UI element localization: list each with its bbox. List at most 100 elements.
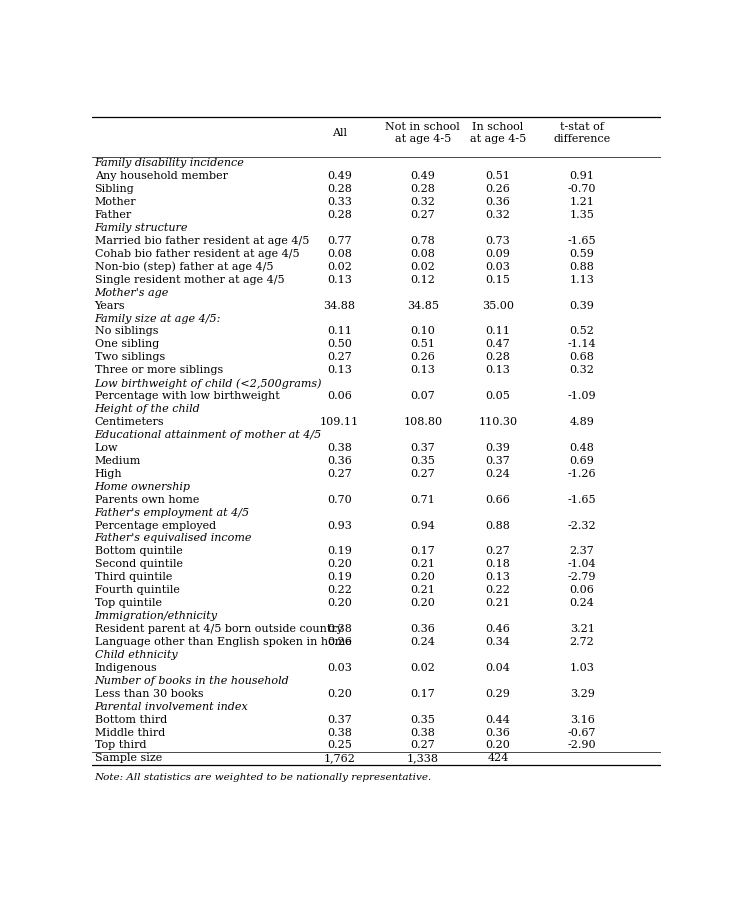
Text: Cohab bio father resident at age 4/5: Cohab bio father resident at age 4/5 [95,249,299,259]
Text: 0.47: 0.47 [485,339,510,349]
Text: 0.03: 0.03 [327,663,352,673]
Text: 0.51: 0.51 [485,171,510,181]
Text: 0.08: 0.08 [327,249,352,259]
Text: 0.28: 0.28 [485,353,510,363]
Text: 108.80: 108.80 [403,417,443,427]
Text: Low: Low [95,443,118,453]
Text: 0.36: 0.36 [485,198,510,207]
Text: 0.26: 0.26 [485,184,510,194]
Text: All: All [332,128,346,138]
Text: 3.16: 3.16 [570,714,595,724]
Text: 0.49: 0.49 [410,171,435,181]
Text: 0.20: 0.20 [485,741,510,750]
Text: 3.29: 3.29 [570,689,595,699]
Text: 0.52: 0.52 [570,327,595,336]
Text: 1.35: 1.35 [570,210,595,220]
Text: 0.33: 0.33 [327,198,352,207]
Text: 0.77: 0.77 [327,236,352,246]
Text: Fourth quintile: Fourth quintile [95,585,180,595]
Text: 0.37: 0.37 [410,443,435,453]
Text: 0.19: 0.19 [327,572,352,583]
Text: -1.14: -1.14 [568,339,597,349]
Text: 0.05: 0.05 [485,391,510,401]
Text: Family disability incidence: Family disability incidence [95,159,244,169]
Text: 1.03: 1.03 [570,663,595,673]
Text: Number of books in the household: Number of books in the household [95,676,289,686]
Text: Any household member: Any household member [95,171,228,181]
Text: One sibling: One sibling [95,339,159,349]
Text: 0.21: 0.21 [410,585,435,595]
Text: t-stat of
difference: t-stat of difference [553,123,611,144]
Text: -0.70: -0.70 [568,184,596,194]
Text: 0.35: 0.35 [410,714,435,724]
Text: 0.88: 0.88 [570,262,595,272]
Text: 0.29: 0.29 [485,689,510,699]
Text: 34.85: 34.85 [407,300,439,310]
Text: 0.06: 0.06 [570,585,595,595]
Text: 0.17: 0.17 [410,689,435,699]
Text: 0.07: 0.07 [410,391,435,401]
Text: 2.37: 2.37 [570,547,595,557]
Text: Married bio father resident at age 4/5: Married bio father resident at age 4/5 [95,236,309,246]
Text: 0.38: 0.38 [327,443,352,453]
Text: 109.11: 109.11 [319,417,359,427]
Text: 0.28: 0.28 [327,210,352,220]
Text: 0.37: 0.37 [327,714,352,724]
Text: Years: Years [95,300,126,310]
Text: 0.49: 0.49 [327,171,352,181]
Text: -1.26: -1.26 [568,469,597,479]
Text: 0.27: 0.27 [410,210,435,220]
Text: 0.37: 0.37 [485,456,510,465]
Text: 0.04: 0.04 [485,663,510,673]
Text: 0.39: 0.39 [570,300,595,310]
Text: 0.36: 0.36 [327,456,352,465]
Text: 0.32: 0.32 [410,198,435,207]
Text: 424: 424 [487,753,509,763]
Text: 0.44: 0.44 [485,714,510,724]
Text: 0.32: 0.32 [570,365,595,375]
Text: 0.26: 0.26 [327,637,352,647]
Text: In school
at age 4-5: In school at age 4-5 [470,123,526,144]
Text: 1,762: 1,762 [323,753,355,763]
Text: 0.39: 0.39 [485,443,510,453]
Text: 0.27: 0.27 [485,547,510,557]
Text: Mother: Mother [95,198,137,207]
Text: 0.19: 0.19 [327,547,352,557]
Text: Father's equivalised income: Father's equivalised income [95,533,252,544]
Text: Percentage employed: Percentage employed [95,520,216,530]
Text: 0.03: 0.03 [485,262,510,272]
Text: -1.65: -1.65 [568,494,597,505]
Text: 0.08: 0.08 [410,249,435,259]
Text: Second quintile: Second quintile [95,559,183,569]
Text: Not in school
at age 4-5: Not in school at age 4-5 [385,123,460,144]
Text: 0.46: 0.46 [485,624,510,634]
Text: Two siblings: Two siblings [95,353,165,363]
Text: Top quintile: Top quintile [95,598,161,608]
Text: 2.72: 2.72 [570,637,595,647]
Text: Father: Father [95,210,132,220]
Text: 0.13: 0.13 [485,572,510,583]
Text: 0.26: 0.26 [410,353,435,363]
Text: 0.68: 0.68 [570,353,595,363]
Text: 0.02: 0.02 [410,663,435,673]
Text: 0.28: 0.28 [410,184,435,194]
Text: 0.18: 0.18 [485,559,510,569]
Text: 0.35: 0.35 [410,456,435,465]
Text: Indigenous: Indigenous [95,663,157,673]
Text: 0.20: 0.20 [327,598,352,608]
Text: Top third: Top third [95,741,146,750]
Text: -2.90: -2.90 [568,741,597,750]
Text: Child ethnicity: Child ethnicity [95,650,177,660]
Text: 0.13: 0.13 [410,365,435,375]
Text: 0.02: 0.02 [327,262,352,272]
Text: 0.91: 0.91 [570,171,595,181]
Text: 0.02: 0.02 [410,262,435,272]
Text: Non-bio (step) father at age 4/5: Non-bio (step) father at age 4/5 [95,262,273,272]
Text: Middle third: Middle third [95,728,165,738]
Text: 0.38: 0.38 [327,728,352,738]
Text: -2.32: -2.32 [568,520,597,530]
Text: 0.38: 0.38 [327,624,352,634]
Text: 1.13: 1.13 [570,275,595,285]
Text: Family structure: Family structure [95,223,188,233]
Text: 0.34: 0.34 [485,637,510,647]
